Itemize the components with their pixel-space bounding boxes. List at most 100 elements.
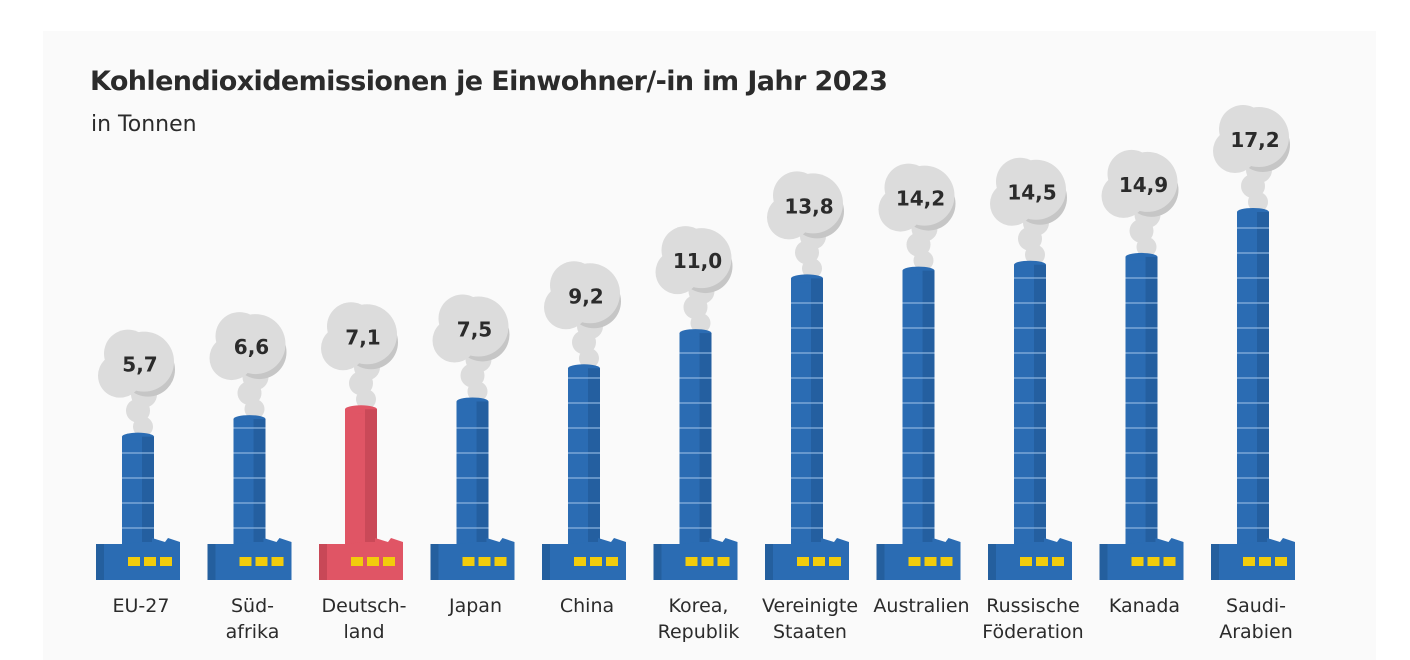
smoke-cloud	[767, 171, 844, 279]
factory-shadow	[96, 544, 104, 580]
smoke-cloud	[98, 329, 175, 437]
smoke-puff	[225, 314, 286, 375]
factory-shadow	[876, 544, 885, 580]
smoke-puff	[114, 331, 174, 392]
smoke-puff	[448, 296, 509, 357]
chart-bar-2: 7,1 Deutsch-land	[319, 302, 407, 643]
chart-bar-6: 13,8 Vereinigte Staaten	[762, 171, 858, 643]
chart-value-label: 14,2	[896, 187, 945, 211]
factory-window	[701, 557, 714, 566]
chimney-shadow	[588, 368, 600, 552]
chart-category-label-line: Arabien	[1219, 621, 1293, 643]
smoke-puff	[1006, 159, 1066, 220]
chart-category-label-line: Staaten	[773, 621, 847, 643]
smoke-cloud	[878, 163, 956, 271]
chart-bar-7: 14,2 Australien	[873, 163, 970, 617]
chart-category-label: Australien	[873, 595, 969, 617]
smoke-cloud	[432, 294, 510, 402]
smoke-cloud	[655, 226, 733, 334]
chart-value-label: 14,9	[1119, 173, 1168, 197]
chart-value-label: 6,6	[234, 335, 269, 359]
factory-window	[1275, 557, 1287, 566]
chart-value-label: 11,0	[673, 249, 722, 273]
smoke-cloud	[1213, 105, 1290, 212]
smoke-puff	[560, 263, 620, 324]
factory-window	[271, 557, 284, 566]
smoke-puff	[1117, 151, 1178, 212]
factory-window	[797, 557, 809, 566]
chart-bar-1: 6,6 Süd-afrika	[207, 312, 292, 643]
factory-window	[829, 557, 841, 566]
smoke-cloud	[1101, 149, 1179, 257]
chart-category-label-line: Australien	[873, 595, 969, 617]
chart-category-label-line: Korea,	[669, 595, 729, 617]
chart-category-label-line: Kanada	[1109, 595, 1180, 617]
factory-shadow	[207, 544, 216, 580]
chart-value-label: 5,7	[122, 353, 157, 377]
smoke-cloud	[990, 157, 1067, 265]
factory-shadow	[988, 544, 996, 580]
chimney-shadow	[811, 278, 823, 552]
chart-value-label: 7,1	[345, 325, 380, 349]
factory-window	[1131, 557, 1144, 566]
chimney-shadow	[699, 333, 712, 552]
factory-shadow	[542, 544, 550, 580]
factory-window	[924, 557, 937, 566]
chart-category-label: Süd-afrika	[226, 595, 280, 643]
chart-bar-4: 9,2 China	[542, 261, 626, 617]
factory-window	[1020, 557, 1032, 566]
chart-bar-8: 14,5 Russische Föderation	[982, 157, 1084, 643]
chimney-shadow	[1034, 264, 1046, 552]
factory-window	[478, 557, 491, 566]
chimney-shadow	[365, 409, 377, 552]
chart-category-label: EU-27	[113, 595, 170, 617]
chart-category-label: Japan	[448, 595, 502, 617]
chart-bar-9: 14,9 Kanada	[1099, 149, 1184, 617]
chart-category-label-line: EU-27	[113, 595, 170, 617]
factory-window	[144, 557, 156, 566]
chart-category-label-line: land	[343, 621, 384, 643]
chart-category-label-line: Japan	[448, 595, 502, 617]
smoke-puff	[671, 228, 732, 289]
factory-window	[383, 557, 395, 566]
factory-window	[239, 557, 252, 566]
factory-window	[813, 557, 825, 566]
smoke-cloud	[321, 302, 398, 410]
factory-shadow	[1211, 544, 1219, 580]
factory-window	[367, 557, 379, 566]
factory-shadow	[653, 544, 662, 580]
chart-category-label-line: afrika	[226, 621, 280, 643]
chart-title: Kohlendioxidemissionen je Einwohner/-in …	[90, 66, 888, 97]
chimney-shadow	[142, 436, 154, 552]
chart-value-label: 9,2	[568, 284, 603, 308]
factory-shadow	[765, 544, 773, 580]
chart-category-label-line: Republik	[658, 621, 740, 643]
factory-window	[255, 557, 268, 566]
chart-category-label: Kanada	[1109, 595, 1180, 617]
chart-value-label: 17,2	[1230, 128, 1279, 152]
chart-category-label: Vereinigte Staaten	[762, 595, 858, 643]
chimney-shadow	[476, 401, 489, 552]
smoke-puff	[1229, 107, 1289, 167]
factory-window	[1163, 557, 1176, 566]
factory-shadow	[1099, 544, 1108, 580]
factory-window	[908, 557, 921, 566]
smoke-puff	[783, 173, 843, 234]
smoke-cloud	[544, 261, 621, 369]
chart-bar-10: 17,2 Saudi- Arabien	[1211, 105, 1295, 643]
chart-category-label-line: Vereinigte	[762, 595, 858, 617]
chimney-shadow	[922, 270, 935, 552]
chart-category-label: Russische Föderation	[982, 595, 1083, 643]
chart-category-label: China	[560, 595, 614, 617]
factory-window	[462, 557, 475, 566]
chart-category-label-line: Russische	[986, 595, 1080, 617]
chart-category-label: Korea, Republik	[658, 595, 740, 643]
factory-window	[717, 557, 730, 566]
factory-window	[574, 557, 586, 566]
chart-value-label: 14,5	[1007, 181, 1056, 205]
chimney-shadow	[253, 419, 266, 552]
chimney-shadow	[1145, 256, 1158, 552]
factory-window	[494, 557, 507, 566]
chart-category-label: Saudi- Arabien	[1219, 595, 1293, 643]
